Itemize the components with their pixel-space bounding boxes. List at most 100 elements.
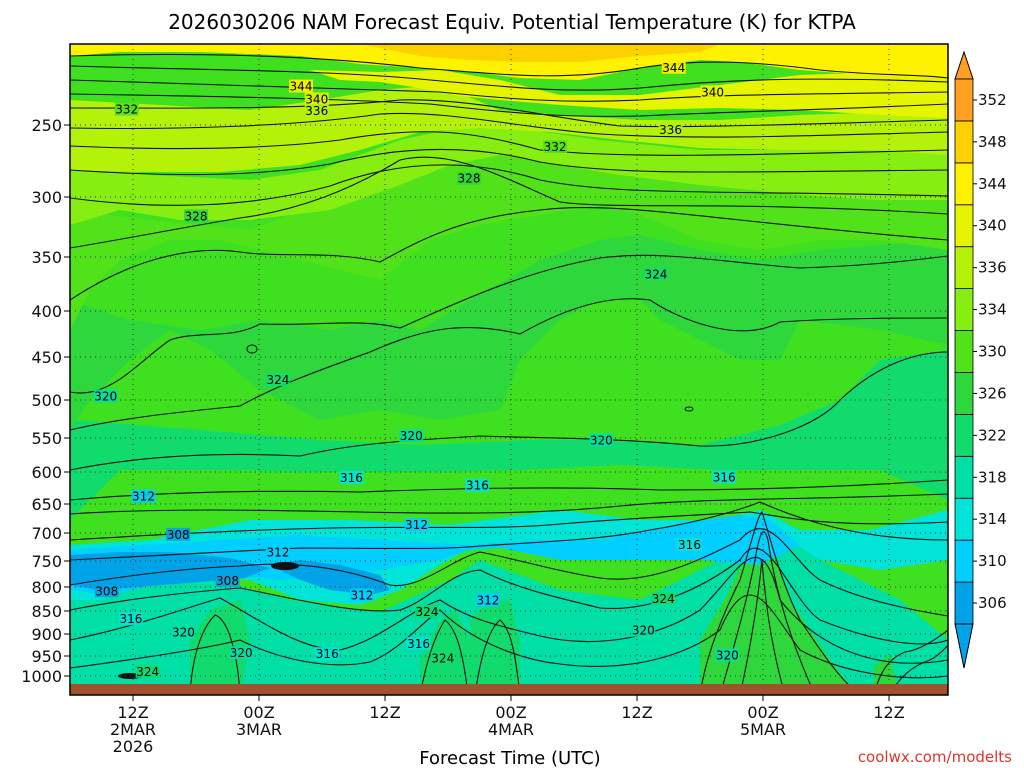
theta-e-band	[70, 44, 948, 80]
colorbar-label: 330	[978, 343, 1007, 361]
contour-label: 312	[405, 518, 428, 532]
contour-label-bg	[406, 637, 431, 650]
contour-label: 324	[652, 592, 675, 606]
time-tick-label: 12Z	[369, 703, 400, 722]
colorbar-top-arrow	[954, 50, 974, 80]
pressure-tick-label: 1000	[21, 667, 62, 686]
pressure-tick-label: 950	[31, 647, 62, 666]
colorbar-segment	[954, 120, 974, 164]
contour-line	[474, 619, 521, 695]
colorbar-segment	[954, 581, 974, 625]
contour-label: 320	[230, 646, 253, 660]
contour-label-bg	[184, 209, 208, 223]
contour-line	[70, 501, 948, 561]
contour-label-bg	[215, 573, 240, 587]
pressure-tick-label: 600	[31, 463, 62, 482]
contour-label-bg	[118, 612, 143, 626]
contour-label-bg	[631, 623, 656, 637]
contour-line	[70, 131, 948, 156]
contour-label: 320	[94, 389, 117, 403]
contour-label: 308	[167, 528, 190, 542]
contour-label: 308	[216, 574, 239, 588]
pressure-tick-label: 900	[31, 625, 62, 644]
contour-label-bg	[715, 648, 740, 662]
pressure-tick-label: 650	[31, 495, 62, 514]
colorbar-label: 344	[978, 175, 1007, 193]
time-tick-label: 12Z	[873, 703, 904, 722]
contour-label: 328	[185, 209, 208, 223]
contour-label-bg	[114, 102, 139, 116]
contour-label-bg	[171, 625, 196, 639]
pressure-tick-label: 850	[31, 602, 62, 621]
contour-label: 336	[305, 104, 328, 118]
contour-line	[70, 254, 948, 394]
contour-label-bg	[589, 433, 614, 447]
time-tick-label: 2MAR	[110, 720, 156, 739]
x-axis-label: Forecast Time (UTC)	[419, 748, 600, 768]
colorbar-label: 348	[978, 133, 1007, 151]
plot-frame	[69, 43, 949, 696]
contour-label: 316	[407, 637, 430, 651]
colorbar-bottom-arrow	[954, 623, 974, 669]
pressure-tick-label: 350	[31, 248, 62, 267]
colorbar-segment	[954, 455, 974, 499]
contour-line	[699, 511, 861, 695]
contour-line	[70, 53, 948, 79]
colorbar-segment	[954, 78, 974, 122]
contour-label: 312	[132, 490, 155, 504]
colorbar-segment	[954, 162, 974, 206]
contour-label: 324	[266, 373, 289, 387]
contour-label-bg	[93, 389, 118, 403]
pressure-tick-label: 800	[31, 578, 62, 597]
contour-label: 320	[632, 624, 655, 638]
contour-label: 332	[544, 140, 567, 154]
contour-label-bg	[265, 545, 290, 559]
contour-label-bg	[304, 92, 329, 106]
colorbar-label: 352	[978, 91, 1007, 109]
contour-line	[70, 479, 948, 501]
contour-label: 324	[644, 267, 667, 281]
colorbar-segment	[954, 372, 974, 415]
colorbar-label: 334	[978, 301, 1007, 319]
contour-label: 316	[340, 471, 363, 485]
colorbar-label: 322	[978, 426, 1007, 444]
contour-label-bg	[712, 470, 737, 484]
contour-label-bg	[315, 647, 340, 661]
contour-label: 320	[172, 626, 195, 640]
contour-label: 316	[466, 479, 489, 493]
theta-e-band	[270, 560, 390, 595]
contour-label: 336	[659, 123, 682, 137]
pressure-tick-label: 700	[31, 524, 62, 543]
contour-label-bg	[166, 527, 191, 541]
contour-label: 344	[290, 80, 313, 94]
contour-label-bg	[651, 591, 676, 605]
contour-label-bg	[404, 518, 429, 532]
pressure-tick-label: 450	[31, 348, 62, 367]
time-tick-label: 12Z	[117, 703, 148, 722]
time-tick-label: 3MAR	[236, 720, 282, 739]
pressure-tick-label: 500	[31, 391, 62, 410]
pressure-tick-label: 400	[31, 302, 62, 321]
contour-label-bg	[677, 537, 702, 551]
contour-label-bg	[465, 478, 490, 492]
contour-label: 316	[678, 538, 701, 552]
time-tick-label: 5MAR	[740, 720, 786, 739]
contour-label: 324	[431, 652, 454, 666]
pressure-tick-label: 750	[31, 552, 62, 571]
pressure-axis: 250 300 350 400 450 500 550 600 650 700 750 800 850 9…	[21, 116, 70, 686]
contour-line	[70, 112, 948, 138]
contour-label-bg	[229, 646, 254, 660]
contour-line	[70, 148, 948, 176]
contour-label: 312	[266, 546, 289, 560]
contour-label-bg	[643, 267, 668, 281]
contour-label-bg	[94, 584, 119, 598]
contour-label-bg	[430, 651, 455, 665]
contour-label: 320	[716, 648, 739, 662]
colorbar-segment	[954, 413, 974, 457]
dotted-grid	[70, 44, 948, 695]
contour-label: 312	[350, 589, 373, 603]
closed-contour-blob	[271, 562, 299, 570]
theta-e-band	[70, 125, 948, 225]
time-tick-label: 00Z	[747, 703, 778, 722]
colorbar-segment	[954, 288, 974, 331]
